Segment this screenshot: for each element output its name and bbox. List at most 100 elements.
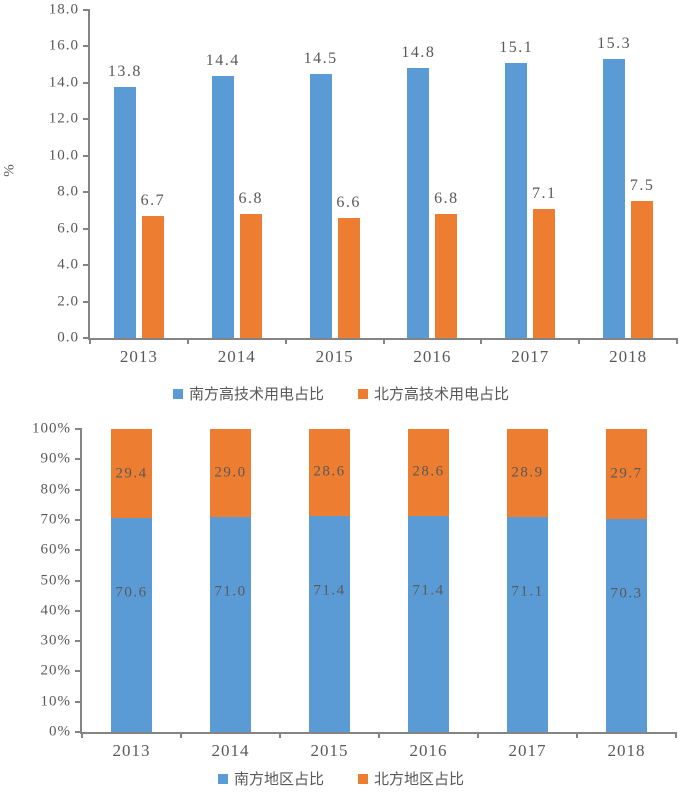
segment-value-label-north: 29.7 <box>610 465 643 482</box>
segment-value-label-north: 28.6 <box>412 463 445 480</box>
y-tick-label: 50% <box>40 572 71 588</box>
segment-value-label-north: 28.9 <box>511 464 544 481</box>
y-tick-label: 60% <box>40 541 71 558</box>
bar-south <box>603 59 626 338</box>
segment-south <box>507 516 548 732</box>
segment-north <box>408 429 449 516</box>
segment-north <box>309 429 350 516</box>
y-tick-label: 70% <box>40 511 71 528</box>
y-tick-label: 30% <box>40 632 71 649</box>
y-tick-label: 10.0 <box>48 147 79 164</box>
bar-north <box>337 217 360 338</box>
segment-value-label-south: 71.0 <box>214 583 247 600</box>
y-tick-label: 80% <box>40 481 71 498</box>
chart2-legend-label-north: 北方地区占比 <box>374 772 465 788</box>
bar-value-label: 13.8 <box>107 62 142 80</box>
x-tick-label: 2018 <box>607 741 646 760</box>
segment-south <box>210 516 251 732</box>
x-tick-mark <box>378 732 380 738</box>
chart2-legend-item-north: 北方地区占比 <box>358 768 464 789</box>
x-tick-mark <box>675 732 677 738</box>
y-tick-label: 18.0 <box>48 1 79 18</box>
y-tick-label: 40% <box>40 602 71 619</box>
y-tick-mark <box>83 81 90 84</box>
y-tick-mark <box>75 670 82 673</box>
y-tick-label: 12.0 <box>48 110 79 127</box>
segment-value-label-south: 70.6 <box>115 584 148 601</box>
segment-value-label-north: 28.6 <box>313 463 346 480</box>
y-tick-label: 6.0 <box>57 220 79 237</box>
y-tick-label: 2.0 <box>57 293 79 310</box>
x-tick-label: 2018 <box>609 347 648 366</box>
x-tick-mark <box>480 338 483 344</box>
x-tick-mark <box>578 338 581 344</box>
x-tick-label: 2013 <box>119 347 158 366</box>
y-tick-mark <box>75 428 82 430</box>
bar-north <box>141 215 164 338</box>
y-tick-label: 10% <box>40 693 71 710</box>
bar-value-label: 15.3 <box>597 35 632 53</box>
bar-north <box>435 214 458 338</box>
x-tick-label: 2014 <box>211 741 250 760</box>
y-tick-mark <box>75 731 82 733</box>
y-tick-label: 0% <box>49 723 71 740</box>
chart2-legend: 南方地区占比 北方地区占比 <box>0 768 682 789</box>
chart2-legend-item-south: 南方地区占比 <box>217 768 324 789</box>
segment-value-label-south: 70.3 <box>610 585 643 602</box>
y-tick-mark <box>83 264 90 267</box>
segment-south <box>606 518 647 732</box>
segment-value-label-south: 71.4 <box>313 582 346 599</box>
segment-south <box>111 518 152 732</box>
bar-value-label: 15.1 <box>499 38 534 56</box>
bar-south <box>211 75 234 338</box>
x-tick-mark <box>284 338 287 344</box>
y-tick-mark <box>83 154 90 157</box>
y-tick-mark <box>75 488 82 491</box>
segment-north <box>210 429 251 517</box>
bar-south <box>113 86 136 338</box>
x-tick-label: 2016 <box>413 347 452 366</box>
bar-value-label: 14.5 <box>303 49 338 67</box>
x-tick-mark <box>81 732 83 738</box>
bar-north <box>533 208 556 338</box>
south-series-swatch-icon <box>217 773 228 784</box>
y-tick-mark <box>83 191 90 194</box>
x-tick-label: 2014 <box>217 347 256 366</box>
bar-value-label: 7.1 <box>532 184 557 202</box>
bar-value-label: 14.4 <box>205 51 240 69</box>
y-tick-label: 16.0 <box>48 37 79 54</box>
x-tick-mark <box>186 338 189 344</box>
chart1-y-axis-title: % <box>1 164 18 177</box>
x-tick-label: 2015 <box>315 347 354 366</box>
x-tick-mark <box>576 732 578 738</box>
x-tick-label: 2015 <box>310 741 349 760</box>
north-series-swatch-icon <box>358 388 368 399</box>
y-tick-label: 90% <box>40 450 71 467</box>
chart1-legend-item-south: 南方高技术用电占比 <box>172 383 324 404</box>
y-tick-mark <box>83 300 90 303</box>
y-tick-label: 14.0 <box>48 74 79 91</box>
north-series-swatch-icon <box>358 773 368 784</box>
bar-north <box>631 201 654 338</box>
y-tick-label: 20% <box>40 662 71 679</box>
x-tick-mark <box>676 338 678 344</box>
segment-north <box>507 429 548 517</box>
y-tick-label: 4.0 <box>57 256 79 273</box>
chart2-plot-area: 0% 10% 20% 30% 40% 50% 60% 70% 80% 90% 100% 2013 201… <box>32 421 677 760</box>
chart2-legend-label-south: 南方地区占比 <box>233 772 324 788</box>
south-series-swatch-icon <box>172 388 183 399</box>
bar-north <box>239 214 262 338</box>
segment-value-label-south: 71.4 <box>412 582 445 599</box>
y-tick-label: 8.0 <box>57 183 79 200</box>
segment-south <box>309 515 350 732</box>
x-tick-label: 2017 <box>511 347 550 366</box>
y-tick-mark <box>75 609 82 612</box>
x-tick-mark <box>477 732 479 738</box>
x-tick-label: 2016 <box>409 741 448 760</box>
chart1-legend-label-south: 南方高技术用电占比 <box>188 387 324 403</box>
y-tick-mark <box>75 549 82 552</box>
bar-value-label: 6.8 <box>238 190 263 208</box>
chart1-plot-area: 0.0 2.0 4.0 6.0 8.0 10.0 12.0 14.0 16.0 18.0 2013 2… <box>49 2 678 366</box>
bar-value-label: 14.8 <box>401 44 436 62</box>
x-tick-mark <box>382 338 385 344</box>
